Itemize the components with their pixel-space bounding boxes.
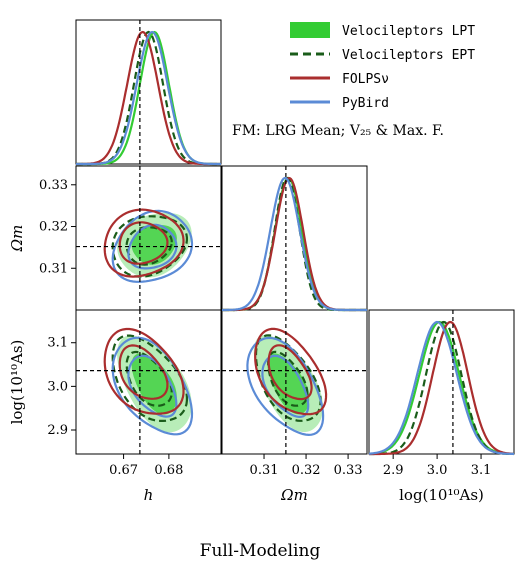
xlabel-log-as: log(10¹⁰As) <box>399 486 484 504</box>
legend-item: Velocileptors EPT <box>290 48 475 63</box>
y-tick-label: 0.32 <box>39 220 68 235</box>
truth-lines <box>76 20 454 454</box>
ylabel-log-as: log(10¹⁰As) <box>8 340 26 425</box>
panel-frame <box>75 309 222 455</box>
marginal-curve-folps- <box>369 320 514 456</box>
legend-item: Velocileptors LPT <box>290 22 475 39</box>
ylabel-omega-m: Ωm <box>8 225 26 253</box>
x-tick-label: 3.0 <box>427 463 448 478</box>
x-tick-label: 0.32 <box>292 463 321 478</box>
panel-h-logAs <box>75 309 222 455</box>
legend: Velocileptors LPT Velocileptors EPT FOLPSν… <box>290 22 475 111</box>
legend-label: Velocileptors EPT <box>342 48 475 63</box>
contour-68-pybird <box>127 223 178 270</box>
panels: 0.67 0.68 0.31 0.32 0.33 2.9 3.0 3.10.310.320.3… <box>8 19 515 504</box>
y-tick-label: 3.0 <box>47 379 68 394</box>
legend-label: FOLPSν <box>342 72 389 87</box>
x-ticks: 0.67 0.68 0.31 0.32 0.33 2.9 3.0 3.1 <box>109 454 491 478</box>
y-tick-label: 0.33 <box>39 178 68 193</box>
x-tick-label: 0.68 <box>154 463 183 478</box>
marginal-curve-folps- <box>76 30 221 166</box>
figure-title: Full-Modeling <box>200 541 321 561</box>
contours-Om-logAs <box>246 327 328 437</box>
contour-95-pybird <box>111 209 194 283</box>
xlabel-h: h <box>144 486 154 504</box>
marginal-curve-pybird <box>76 30 221 166</box>
legend-item: PyBird <box>290 96 389 111</box>
marginal-curve-velocileptors-lpt <box>368 320 514 455</box>
marginal-logAs <box>368 320 515 456</box>
panel-frame <box>368 309 515 455</box>
panel-frame <box>75 19 222 165</box>
contour-95-velocileptors-ept <box>254 334 322 422</box>
marginal-curve-pybird <box>222 176 367 312</box>
legend-label: PyBird <box>342 96 389 111</box>
contour-95-velocileptors-ept <box>111 215 188 278</box>
marginal-curve-velocileptors-ept <box>76 30 221 166</box>
xlabel-omega-m: Ωm <box>280 486 308 504</box>
contour-68-folps- <box>118 344 169 400</box>
contour-68-folps- <box>118 221 169 265</box>
marginal-curve-velocileptors-ept <box>369 320 515 456</box>
y-tick-label: 3.1 <box>47 336 68 351</box>
x-tick-label: 3.1 <box>471 463 492 478</box>
contour-95-pybird <box>246 336 325 437</box>
contour-68-velocileptors-lpt <box>131 353 177 415</box>
x-tick-label: 2.9 <box>383 463 404 478</box>
contour-68-velocileptors-ept <box>125 350 173 407</box>
x-tick-label: 0.31 <box>250 463 279 478</box>
marginal-h <box>76 30 221 166</box>
y-tick-label: 0.31 <box>39 261 68 276</box>
marginal-curve-pybird <box>369 320 514 455</box>
contour-95-folps- <box>254 327 328 416</box>
contour-68-folps- <box>267 344 313 401</box>
x-tick-label: 0.33 <box>334 463 363 478</box>
contours-h-Om <box>103 208 194 283</box>
y-tick-label: 2.9 <box>47 423 68 438</box>
fit-annotation: FM: LRG Mean; V₂₅ & Max. F. <box>232 123 444 139</box>
contour-68-pybird <box>261 354 310 419</box>
panel-frame <box>221 309 368 455</box>
marginal-Om <box>222 176 367 312</box>
legend-swatch <box>290 22 330 38</box>
x-tick-label: 0.67 <box>109 463 138 478</box>
contour-95-folps- <box>103 327 185 415</box>
panel-Om-logAs <box>221 309 368 455</box>
marginal-curve-velocileptors-lpt <box>76 30 221 166</box>
contour-68-velocileptors-ept <box>267 350 309 407</box>
contours-h-logAs <box>103 327 194 436</box>
panel-h-h <box>75 19 222 165</box>
y-ticks: 0.31 0.32 0.33 2.9 3.0 3.1 <box>39 178 76 438</box>
axis-labels: h Ωm log(10¹⁰As) Ωm log(10¹⁰As) <box>8 225 484 504</box>
panel-logAs-logAs <box>368 309 515 455</box>
legend-item: FOLPSν <box>290 72 389 87</box>
legend-label: Velocileptors LPT <box>342 24 475 39</box>
